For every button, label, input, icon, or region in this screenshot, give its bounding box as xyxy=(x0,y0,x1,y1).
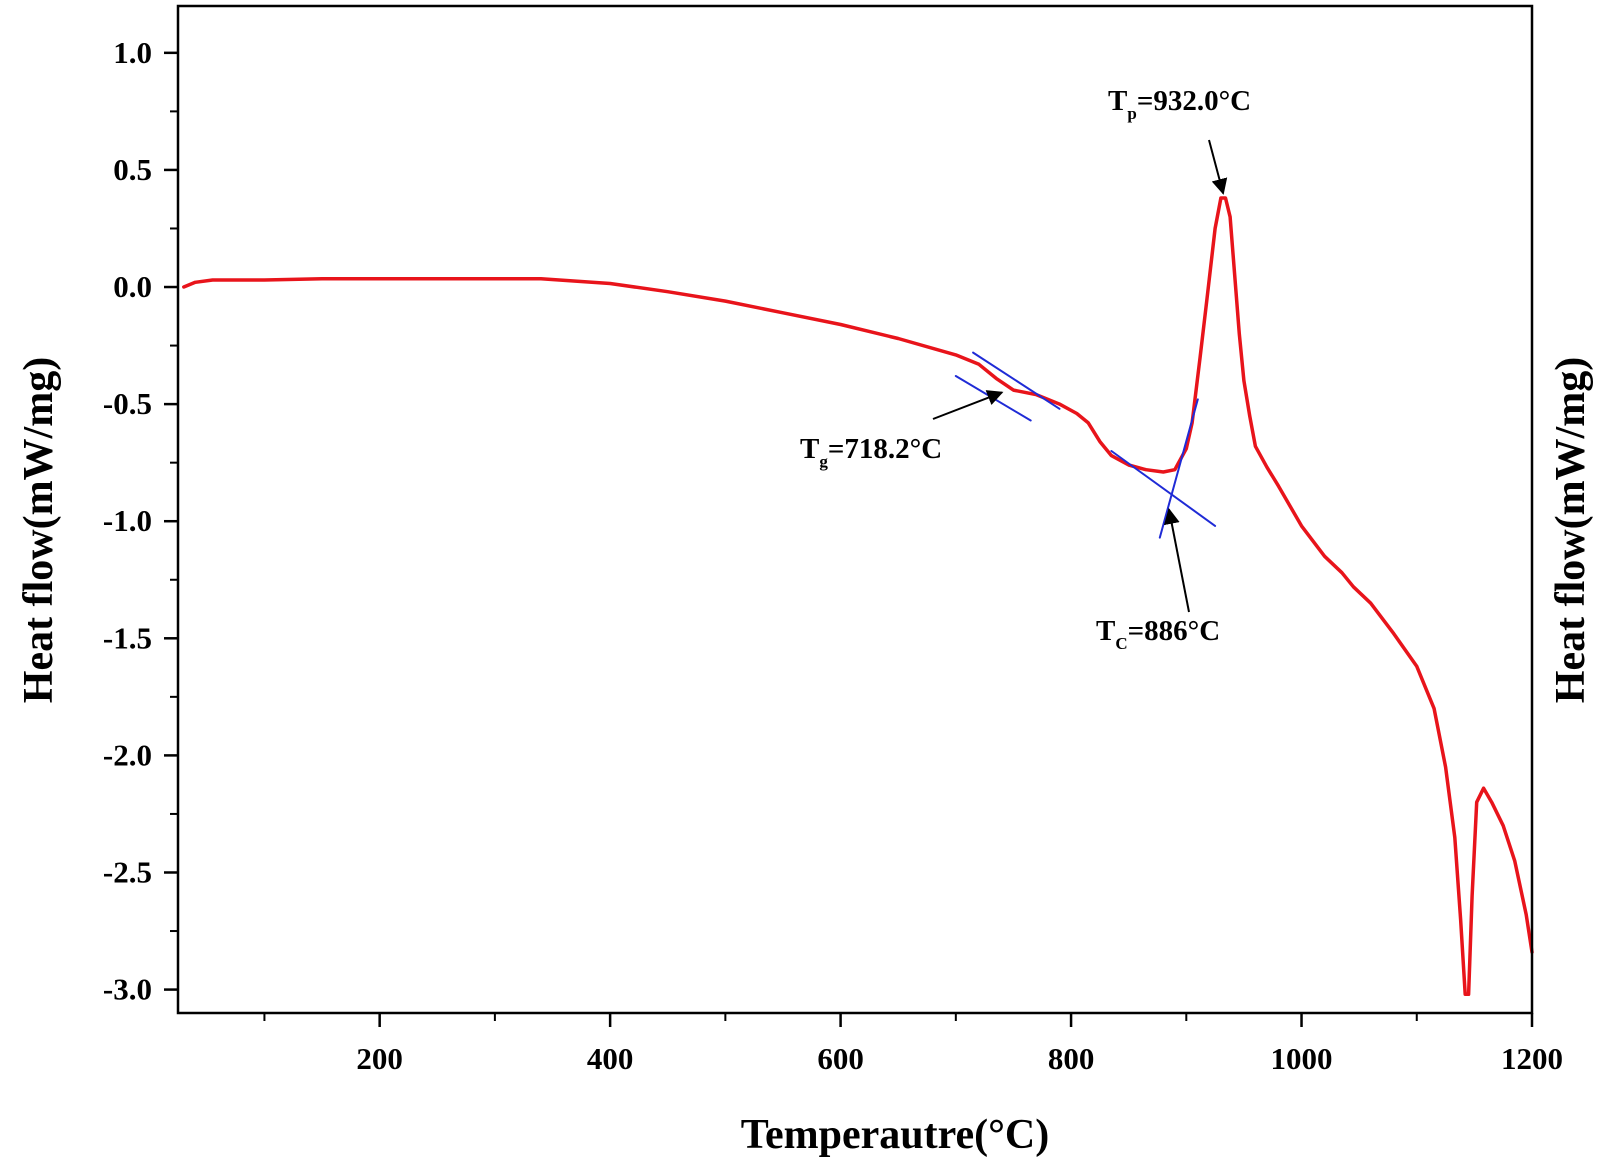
heat-flow-curve xyxy=(182,196,1534,997)
y-tick-label: 0.5 xyxy=(113,152,152,187)
tangent-line xyxy=(972,351,1061,410)
y-tick-label: 0.0 xyxy=(113,269,152,304)
x-tick-label: 200 xyxy=(356,1041,403,1076)
annotation-label: Tp=932.0°C xyxy=(1108,85,1251,123)
tangent-line xyxy=(1110,450,1217,527)
x-tick-label: 600 xyxy=(817,1041,864,1076)
annotation-label: TC=886°C xyxy=(1096,615,1220,653)
x-tick-label: 400 xyxy=(587,1041,634,1076)
y-axis-title-right: Heat flow(mW/mg) xyxy=(1548,357,1594,703)
annotations: Tg=718.2°C TC=886°C Tp=932.0°C xyxy=(800,85,1251,653)
y-tick-label: -1.5 xyxy=(103,620,152,655)
x-tick-label: 1000 xyxy=(1271,1041,1333,1076)
annotation-arrow xyxy=(932,390,1004,420)
x-tick-label: 800 xyxy=(1048,1041,1095,1076)
x-axis-title: Temperautre(°C) xyxy=(741,1112,1049,1158)
x-axis-ticks: 200 400 600 800 1000 1200 xyxy=(263,1013,1563,1076)
y-axis-ticks: 1.0 0.5 0.0 -0.5 -1.0 -1.5 -2.0 -2.5 -3.0 xyxy=(103,35,178,1007)
x-tick-label: 1200 xyxy=(1501,1041,1563,1076)
annotation-label: Tg=718.2°C xyxy=(800,433,942,471)
annotation-arrow xyxy=(1163,507,1190,613)
y-tick-label: -2.5 xyxy=(103,854,152,889)
y-tick-label: -0.5 xyxy=(103,386,152,421)
y-tick-label: 1.0 xyxy=(113,35,152,70)
series-layer xyxy=(182,196,1534,997)
annotation-arrow xyxy=(1208,139,1228,195)
y-axis-title-left: Heat flow(mW/mg) xyxy=(16,357,62,703)
y-tick-label: -1.0 xyxy=(103,503,152,538)
tangent-line xyxy=(1158,398,1199,539)
y-tick-label: -3.0 xyxy=(103,972,152,1007)
y-tick-label: -2.0 xyxy=(103,737,152,772)
plot-frame xyxy=(176,4,1534,1015)
